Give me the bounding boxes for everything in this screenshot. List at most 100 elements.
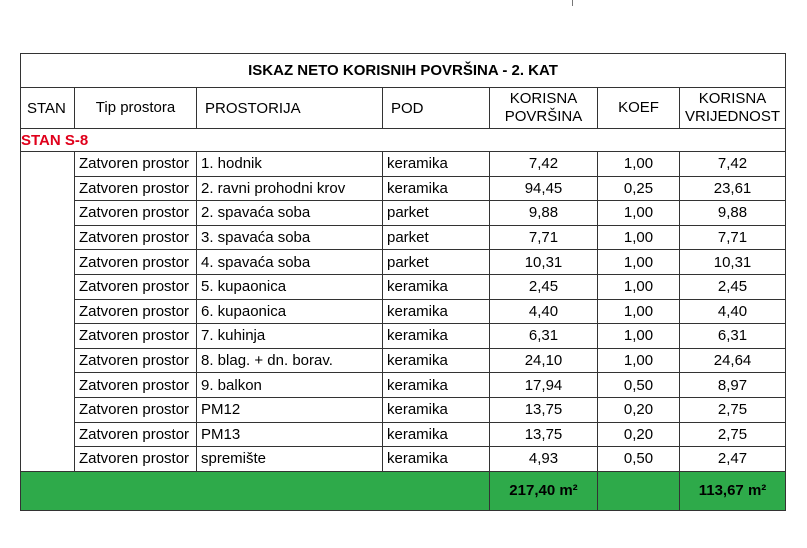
- page-edge-mark: [572, 0, 573, 6]
- vrijednost-cell: 7,71: [678, 224, 787, 251]
- tip-cell: Zatvoren prostor: [74, 298, 197, 325]
- tip-cell: Zatvoren prostor: [74, 396, 197, 423]
- koef-cell: 0,50: [597, 372, 680, 398]
- table-row: Zatvoren prostor 9. balkon keramika 17,94 0,…: [20, 372, 787, 398]
- pod-cell: keramika: [382, 421, 490, 448]
- stan-cell: [20, 348, 75, 373]
- tip-cell: Zatvoren prostor: [74, 323, 197, 349]
- vrijednost-cell: 2,75: [678, 421, 787, 448]
- tip-cell: Zatvoren prostor: [74, 273, 197, 300]
- koef-cell: 1,00: [597, 347, 680, 374]
- header-koef: KOEF: [597, 87, 680, 129]
- header-korisna-vrijednost: KORISNA VRIJEDNOST: [678, 87, 787, 129]
- pod-cell: parket: [382, 224, 490, 251]
- table-row: Zatvoren prostor 2. spavaća soba parket 9,8…: [20, 200, 787, 226]
- stan-cell: [20, 422, 75, 447]
- header-prostorija: PROSTORIJA: [196, 87, 383, 129]
- totals-koef-blank: [597, 470, 680, 511]
- prostorija-cell: PM13: [196, 421, 383, 448]
- tip-cell: Zatvoren prostor: [74, 200, 197, 226]
- pod-cell: keramika: [382, 273, 490, 300]
- pod-cell: keramika: [382, 347, 490, 374]
- vrijednost-cell: 2,75: [678, 396, 787, 423]
- totals-row: 217,40 m² 113,67 m²: [20, 470, 787, 511]
- povrsina-cell: 94,45: [489, 175, 598, 202]
- prostorija-cell: 8. blag. + dn. borav.: [196, 347, 383, 374]
- pod-cell: keramika: [382, 175, 490, 202]
- total-vrijednost: 113,67 m²: [678, 470, 787, 511]
- stan-cell: [20, 323, 75, 349]
- table-row: Zatvoren prostor 6. kupaonica keramika 4,40…: [20, 298, 787, 325]
- povrsina-cell: 4,40: [489, 298, 598, 325]
- header-korisna-povrsina-line1: KORISNA: [509, 90, 578, 107]
- povrsina-cell: 4,93: [489, 446, 598, 472]
- vrijednost-cell: 24,64: [678, 347, 787, 374]
- stan-cell: [20, 299, 75, 324]
- prostorija-cell: 1. hodnik: [196, 151, 383, 177]
- povrsina-cell: 7,42: [489, 151, 598, 177]
- table-row: Zatvoren prostor 4. spavaća soba parket 10,…: [20, 249, 787, 275]
- pod-cell: keramika: [382, 298, 490, 325]
- header-korisna-vrijednost-line2: VRIJEDNOST: [685, 108, 781, 125]
- pod-cell: parket: [382, 200, 490, 226]
- koef-cell: 0,25: [597, 175, 680, 202]
- tip-cell: Zatvoren prostor: [74, 224, 197, 251]
- tip-cell: Zatvoren prostor: [74, 249, 197, 275]
- koef-cell: 1,00: [597, 323, 680, 349]
- povrsina-cell: 7,71: [489, 224, 598, 251]
- table-row: Zatvoren prostor 7. kuhinja keramika 6,31 1,…: [20, 323, 787, 349]
- tip-cell: Zatvoren prostor: [74, 175, 197, 202]
- table-title-row: ISKAZ NETO KORISNIH POVRŠINA - 2. KAT: [19, 53, 787, 88]
- povrsina-cell: 17,94: [489, 372, 598, 398]
- header-pod: POD: [382, 87, 490, 129]
- koef-cell: 1,00: [597, 273, 680, 300]
- koef-cell: 1,00: [597, 249, 680, 275]
- header-tip: Tip prostora: [74, 87, 197, 129]
- vrijednost-cell: 6,31: [678, 323, 787, 349]
- header-korisna-povrsina-line2: POVRŠINA: [504, 108, 583, 125]
- prostorija-cell: spremište: [196, 446, 383, 472]
- stan-cell: [20, 446, 75, 472]
- prostorija-cell: 6. kupaonica: [196, 298, 383, 325]
- table-row: Zatvoren prostor 3. spavaća soba parket 7,7…: [20, 224, 787, 251]
- koef-cell: 0,20: [597, 421, 680, 448]
- koef-cell: 1,00: [597, 151, 680, 177]
- tip-cell: Zatvoren prostor: [74, 446, 197, 472]
- koef-cell: 1,00: [597, 224, 680, 251]
- table-row: Zatvoren prostor 8. blag. + dn. borav. ker…: [20, 347, 787, 374]
- stan-cell: [20, 225, 75, 250]
- header-korisna-vrijednost-line1: KORISNA: [698, 90, 767, 107]
- prostorija-cell: 2. spavaća soba: [196, 200, 383, 226]
- header-korisna-povrsina: KORISNA POVRŠINA: [489, 87, 598, 129]
- stan-cell: [20, 151, 75, 177]
- koef-cell: 0,50: [597, 446, 680, 472]
- povrsina-cell: 2,45: [489, 273, 598, 300]
- stan-cell: [20, 176, 75, 201]
- pod-cell: keramika: [382, 323, 490, 349]
- povrsina-cell: 9,88: [489, 200, 598, 226]
- tip-cell: Zatvoren prostor: [74, 421, 197, 448]
- table-header-row: STAN Tip prostora PROSTORIJA POD KORISNA…: [20, 87, 787, 129]
- prostorija-cell: 7. kuhinja: [196, 323, 383, 349]
- prostorija-cell: 5. kupaonica: [196, 273, 383, 300]
- totals-blank: [20, 470, 490, 511]
- pod-cell: keramika: [382, 151, 490, 177]
- povrsina-cell: 10,31: [489, 249, 598, 275]
- table-row: Zatvoren prostor spremište keramika 4,93 0,5…: [20, 446, 787, 472]
- stan-cell: [20, 200, 75, 226]
- prostorija-cell: 9. balkon: [196, 372, 383, 398]
- tip-cell: Zatvoren prostor: [74, 347, 197, 374]
- prostorija-cell: 2. ravni prohodni krov: [196, 175, 383, 202]
- prostorija-cell: 4. spavaća soba: [196, 249, 383, 275]
- povrsina-cell: 13,75: [489, 396, 598, 423]
- vrijednost-cell: 2,47: [678, 446, 787, 472]
- pod-cell: keramika: [382, 396, 490, 423]
- header-stan: STAN: [20, 87, 75, 129]
- total-povrsina: 217,40 m²: [489, 470, 598, 511]
- tip-cell: Zatvoren prostor: [74, 372, 197, 398]
- prostorija-cell: 3. spavaća soba: [196, 224, 383, 251]
- vrijednost-cell: 7,42: [678, 151, 787, 177]
- stan-cell: [20, 372, 75, 398]
- table-row: Zatvoren prostor 1. hodnik keramika 7,42 1,0…: [20, 151, 787, 177]
